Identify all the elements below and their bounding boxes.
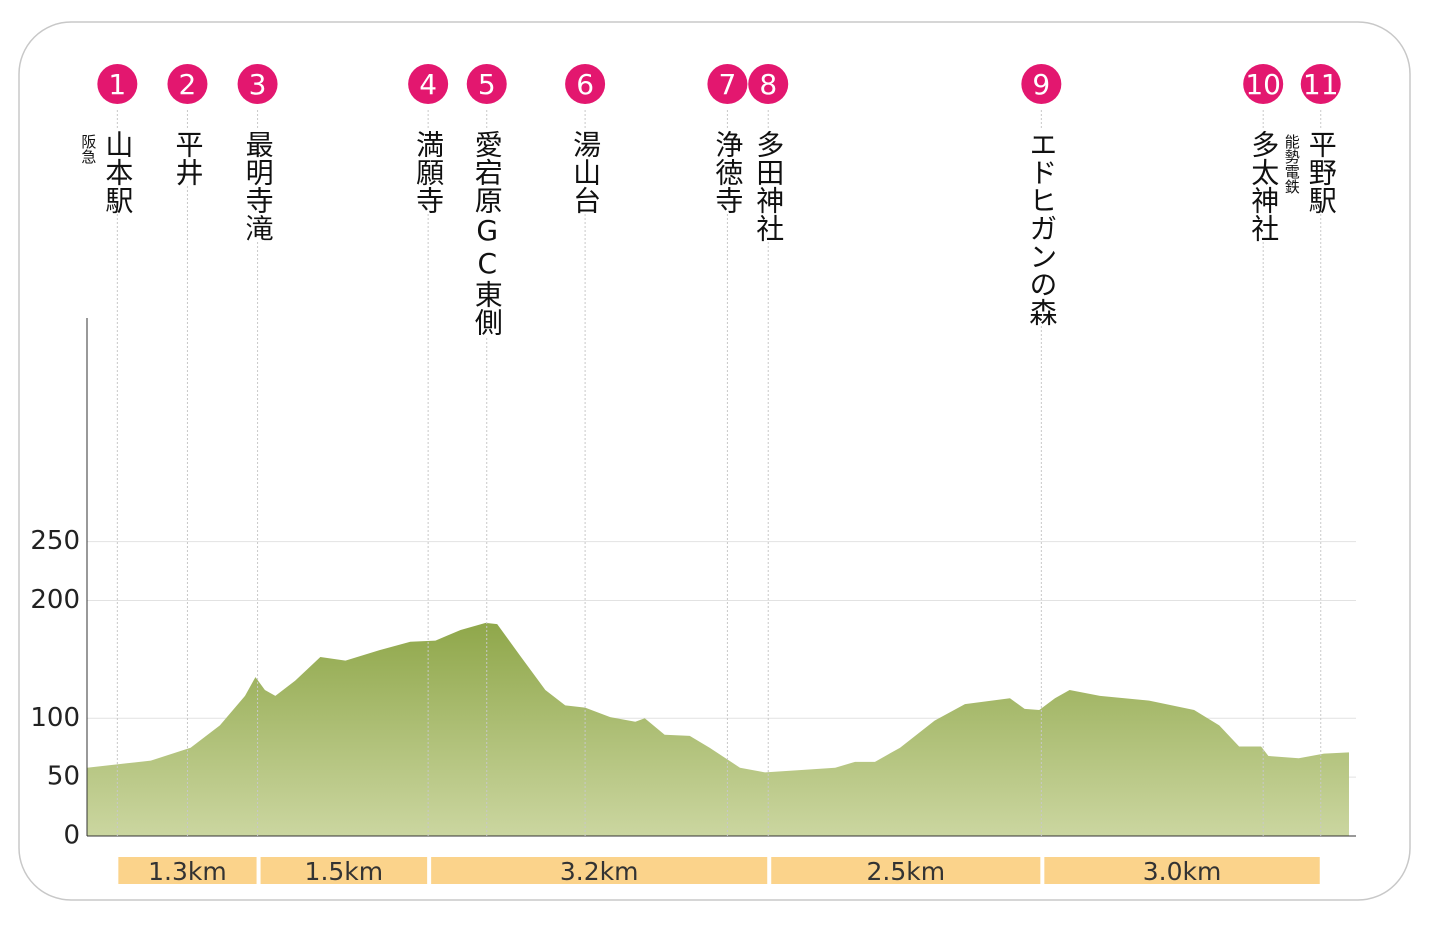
waypoint-number: 4	[419, 68, 437, 101]
waypoint-number: 6	[576, 68, 594, 101]
waypoint-number: 3	[249, 68, 267, 101]
waypoint-name: エドヒガンの森	[1025, 130, 1059, 326]
waypoint-name: 多太神社	[1247, 130, 1281, 242]
waypoint-marker	[707, 64, 748, 104]
elevation-area	[87, 622, 1349, 836]
waypoint-marker	[1021, 64, 1062, 104]
waypoint-number: 1	[108, 68, 126, 101]
waypoint-name: 多田神社	[752, 130, 786, 242]
y-tick-label: 100	[30, 703, 80, 733]
segment-label: 1.5km	[305, 857, 384, 886]
segment-bar	[118, 857, 257, 884]
waypoint-name: 湯山台	[569, 130, 603, 214]
waypoint-number: 5	[478, 68, 496, 101]
waypoint-name: 平野駅	[1304, 130, 1338, 214]
segment-label: 2.5km	[866, 857, 945, 886]
waypoint-name: 愛宕原GC東側	[470, 130, 504, 336]
waypoint-marker	[408, 64, 449, 104]
y-tick-label: 50	[47, 762, 80, 792]
waypoint-number: 9	[1032, 68, 1050, 101]
waypoint-note: 阪急	[79, 134, 98, 164]
waypoint-number: 10	[1245, 68, 1281, 101]
waypoint-marker	[97, 64, 138, 104]
waypoint-marker	[167, 64, 208, 104]
segment-label: 1.3km	[148, 857, 227, 886]
waypoint-number: 2	[179, 68, 197, 101]
segment-label: 3.2km	[560, 857, 639, 886]
y-tick-label: 200	[30, 585, 80, 615]
waypoint-name: 浄徳寺	[711, 130, 745, 214]
segment-bar	[260, 857, 428, 884]
waypoint-number: 7	[719, 68, 737, 101]
waypoint-name: 満願寺	[412, 130, 446, 214]
waypoint-marker	[466, 64, 507, 104]
waypoint-marker	[748, 64, 789, 104]
waypoint-marker	[1300, 64, 1341, 104]
y-tick-label: 250	[30, 526, 80, 556]
waypoint-number: 8	[759, 68, 777, 101]
waypoint-name: 最明寺滝	[241, 130, 275, 242]
waypoint-marker	[565, 64, 606, 104]
waypoint-note: 能勢電鉄	[1282, 134, 1301, 194]
segment-bar	[431, 857, 768, 884]
waypoint-name: 山本駅	[101, 130, 135, 214]
waypoint-marker	[237, 64, 278, 104]
waypoint-number: 11	[1303, 68, 1339, 101]
waypoint-marker	[1243, 64, 1284, 104]
segment-label: 3.0km	[1143, 857, 1222, 886]
y-tick-label: 0	[63, 821, 80, 851]
waypoint-name: 平井	[171, 130, 205, 186]
segment-bar	[1044, 857, 1320, 884]
segment-bar	[771, 857, 1041, 884]
